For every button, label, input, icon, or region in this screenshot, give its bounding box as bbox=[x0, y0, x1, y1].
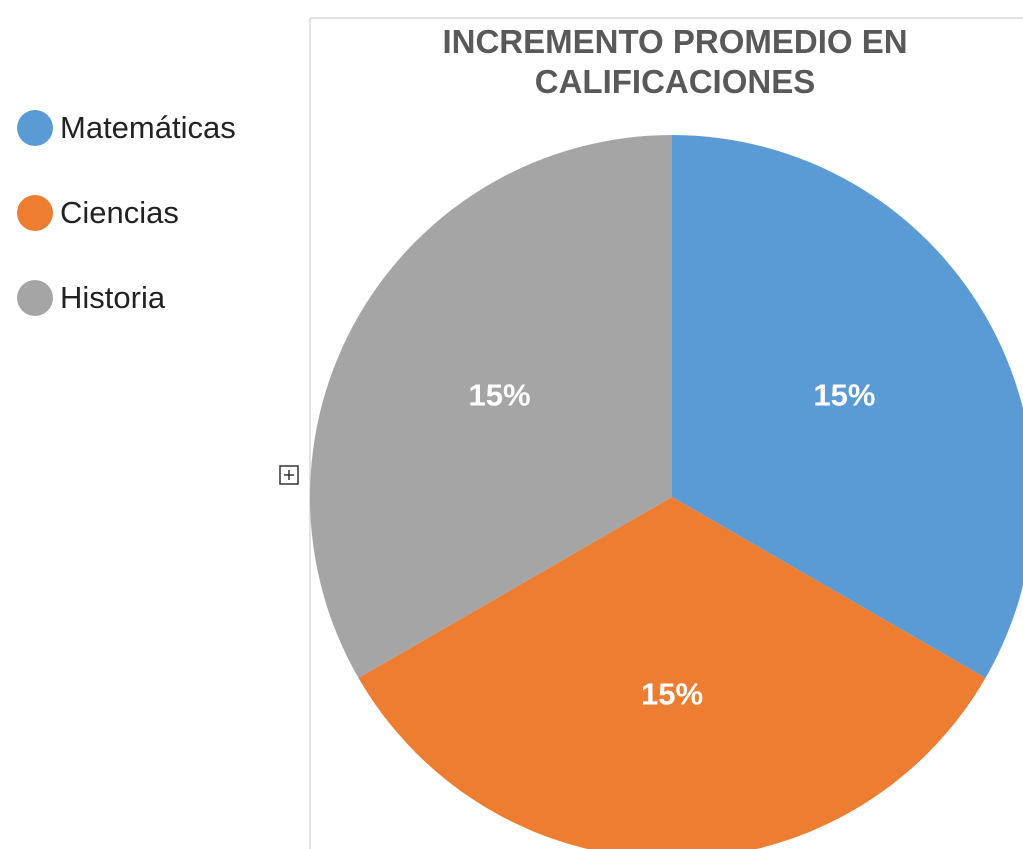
data-label: 15% bbox=[641, 676, 703, 711]
data-label: 15% bbox=[813, 378, 875, 413]
expand-button[interactable] bbox=[279, 465, 299, 485]
pie-slice bbox=[310, 135, 672, 678]
legend-marker bbox=[17, 195, 53, 231]
data-label: 15% bbox=[469, 378, 531, 413]
legend-marker bbox=[17, 280, 53, 316]
pie-slice bbox=[672, 135, 1023, 678]
legend-label: Matemáticas bbox=[60, 110, 236, 145]
legend-label: Historia bbox=[60, 280, 166, 315]
legend-label: Ciencias bbox=[60, 195, 179, 230]
legend-marker bbox=[17, 110, 53, 146]
pie-slice bbox=[358, 497, 986, 849]
chart-title: INCREMENTO PROMEDIO EN CALIFICACIONES bbox=[442, 23, 908, 100]
